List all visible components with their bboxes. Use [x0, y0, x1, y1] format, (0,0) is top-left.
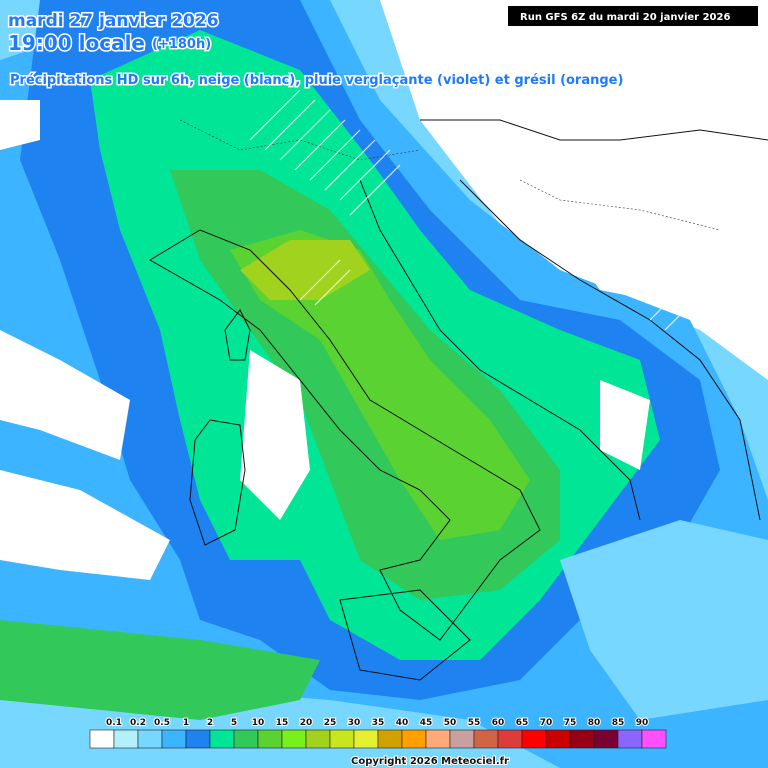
legend-swatch [497, 729, 523, 749]
legend-label: 20 [300, 718, 313, 728]
run-box [508, 6, 758, 26]
legend-label: 55 [468, 718, 481, 728]
legend-swatch [473, 729, 499, 749]
legend-swatch [353, 729, 379, 749]
legend-swatch [137, 729, 163, 749]
legend-label: 40 [396, 718, 409, 728]
time-title: 19:00 locale [8, 31, 145, 55]
legend: 0.1 0.2 0.5 1 2 5 10 15 20 25 30 35 40 45 50 55 60 65 70 75… [89, 717, 667, 749]
legend-swatch [113, 729, 139, 749]
legend-swatch [401, 729, 427, 749]
legend-swatch [545, 729, 571, 749]
legend-label: 10 [252, 718, 265, 728]
legend-label: 30 [348, 718, 361, 728]
legend-swatch [569, 729, 595, 749]
legend-swatch [377, 729, 403, 749]
legend-label: 0.1 [106, 718, 122, 728]
legend-label: 1 [183, 718, 189, 728]
legend-swatch [161, 729, 187, 749]
legend-swatch [521, 729, 547, 749]
legend-label: 5 [231, 718, 237, 728]
snow-hatching [249, 89, 686, 331]
copyright: Copyright 2026 Meteociel.fr [351, 756, 509, 767]
legend-swatch [185, 729, 211, 749]
date-title: mardi 27 janvier 2026 [8, 11, 219, 31]
legend-label: 0.2 [130, 718, 146, 728]
run-info: Run GFS 6Z du mardi 20 janvier 2026 [520, 12, 730, 23]
legend-label: 60 [492, 718, 505, 728]
legend-label: 45 [420, 718, 433, 728]
legend-swatch [449, 729, 475, 749]
legend-swatch [329, 729, 355, 749]
legend-swatch [257, 729, 283, 749]
legend-label: 70 [540, 718, 553, 728]
legend-label: 85 [612, 718, 625, 728]
legend-label: 2 [207, 718, 213, 728]
legend-swatch [425, 729, 451, 749]
legend-swatch [617, 729, 643, 749]
legend-swatch [89, 729, 115, 749]
legend-label: 35 [372, 718, 385, 728]
legend-swatch [593, 729, 619, 749]
legend-swatch [209, 729, 235, 749]
lead-time: (+180h) [152, 37, 211, 52]
legend-label: 80 [588, 718, 601, 728]
legend-swatch [233, 729, 259, 749]
legend-label: 65 [516, 718, 529, 728]
legend-swatch [641, 729, 667, 749]
legend-label: 15 [276, 718, 289, 728]
subtitle: Précipitations HD sur 6h, neige (blanc),… [10, 73, 623, 88]
borders [179, 119, 721, 231]
legend-label: 50 [444, 718, 457, 728]
coastlines [149, 119, 768, 681]
legend-label: 0.5 [154, 718, 170, 728]
legend-label: 75 [564, 718, 577, 728]
legend-swatch [281, 729, 307, 749]
legend-swatch [305, 729, 331, 749]
legend-label: 25 [324, 718, 337, 728]
legend-label: 90 [636, 718, 649, 728]
